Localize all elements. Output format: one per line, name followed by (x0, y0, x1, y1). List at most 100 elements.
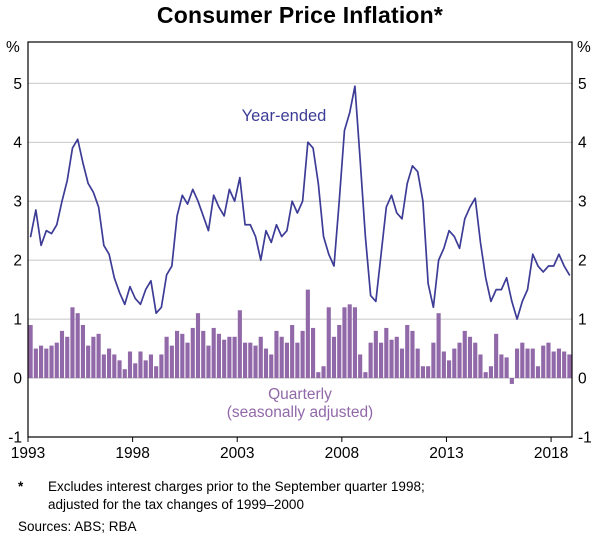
y-tick-label-left: -1 (8, 430, 22, 447)
footnote-line-2: adjusted for the tax changes of 1999–200… (48, 496, 304, 512)
footnote-marker: * (18, 479, 24, 494)
line-series-label: Year-ended (242, 107, 327, 125)
bar (384, 327, 389, 379)
bar (321, 366, 326, 379)
bar (138, 351, 143, 379)
bar (263, 348, 269, 379)
bar (180, 333, 185, 379)
bar (431, 342, 436, 379)
bar (373, 330, 378, 379)
inflation-chart: -1 -1 0 0 1 1 2 2 3 3 4 4 5 5 1993 1998 2003 2008 2013 2018… (6, 39, 592, 462)
bar (54, 342, 59, 379)
bar (222, 339, 227, 379)
bar (169, 345, 174, 379)
bar (331, 336, 337, 379)
bar (520, 342, 525, 379)
bar (243, 342, 248, 379)
bar (363, 372, 368, 379)
bar (248, 342, 253, 379)
bar (551, 351, 556, 379)
bar (164, 336, 169, 379)
bar (185, 342, 190, 379)
bar (269, 354, 274, 379)
bar (206, 345, 211, 379)
y-tick-label-left: 0 (13, 371, 22, 388)
bar (75, 313, 80, 379)
bar (70, 307, 75, 379)
bar (305, 289, 310, 379)
bar (379, 342, 384, 379)
x-tick-label: 1993 (11, 445, 45, 462)
bar (159, 354, 164, 379)
sources-line: Sources: ABS; RBA (18, 519, 137, 534)
bar (253, 345, 258, 379)
bar (473, 342, 478, 379)
bar (107, 348, 112, 379)
bar (28, 324, 33, 379)
bar (394, 336, 399, 379)
y-tick-label-right: 1 (578, 312, 587, 329)
bar (133, 363, 138, 379)
bar (86, 345, 91, 379)
chart-generated-layer: -1 -1 0 0 1 1 2 2 3 3 4 4 5 5 1993 1998 2003 2008 2013 2018 (8, 41, 592, 462)
bar (274, 330, 279, 379)
bar (154, 366, 159, 379)
bar (316, 372, 321, 379)
y-tick-label-right: 0 (578, 371, 587, 388)
bar (535, 366, 541, 379)
bar (311, 327, 316, 379)
bar (478, 354, 483, 379)
bar (342, 307, 347, 379)
bar (44, 348, 49, 379)
bar (279, 336, 284, 379)
bar (96, 333, 101, 379)
bar (358, 354, 363, 379)
bar (232, 336, 237, 379)
x-tick-label: 2003 (220, 445, 254, 462)
y-tick-label-right: 3 (578, 194, 587, 211)
bar (452, 348, 457, 379)
bar (352, 307, 357, 379)
bar (504, 357, 509, 379)
bar (127, 351, 133, 379)
bar (415, 348, 420, 379)
bar (211, 327, 216, 379)
bar (405, 324, 410, 379)
footnote-line-1: Excludes interest charges prior to the S… (48, 479, 425, 494)
bar (295, 342, 300, 379)
bar (326, 307, 331, 379)
bar-series-label: Quarterly (268, 386, 332, 403)
y-axis-unit-left: % (6, 39, 20, 56)
y-tick-label-left: 5 (13, 76, 22, 93)
bar (347, 304, 352, 379)
bar (122, 369, 127, 379)
bar (567, 354, 572, 379)
bar (399, 348, 405, 379)
bar (148, 354, 153, 379)
bar (541, 345, 546, 379)
bar (284, 342, 289, 379)
bar (441, 351, 446, 379)
y-tick-label-right: 4 (578, 135, 587, 152)
bar (515, 348, 520, 379)
bar (509, 378, 514, 384)
bar (290, 324, 295, 379)
x-tick-label: 2008 (325, 445, 359, 462)
y-tick-label-left: 3 (13, 194, 22, 211)
bar (337, 324, 342, 379)
footnote: * Excludes interest charges prior to the… (18, 478, 592, 514)
x-tick-label: 2018 (534, 445, 568, 462)
bar (201, 330, 206, 379)
bar (175, 330, 180, 379)
bar (467, 336, 473, 379)
bar (410, 330, 415, 379)
bar (258, 336, 263, 379)
bar (525, 348, 530, 379)
bar (483, 372, 488, 379)
bar (101, 354, 106, 379)
bar (546, 342, 551, 379)
bar (447, 360, 452, 379)
bar (80, 324, 85, 379)
y-tick-label-right: 2 (578, 253, 587, 270)
bar (195, 313, 201, 379)
